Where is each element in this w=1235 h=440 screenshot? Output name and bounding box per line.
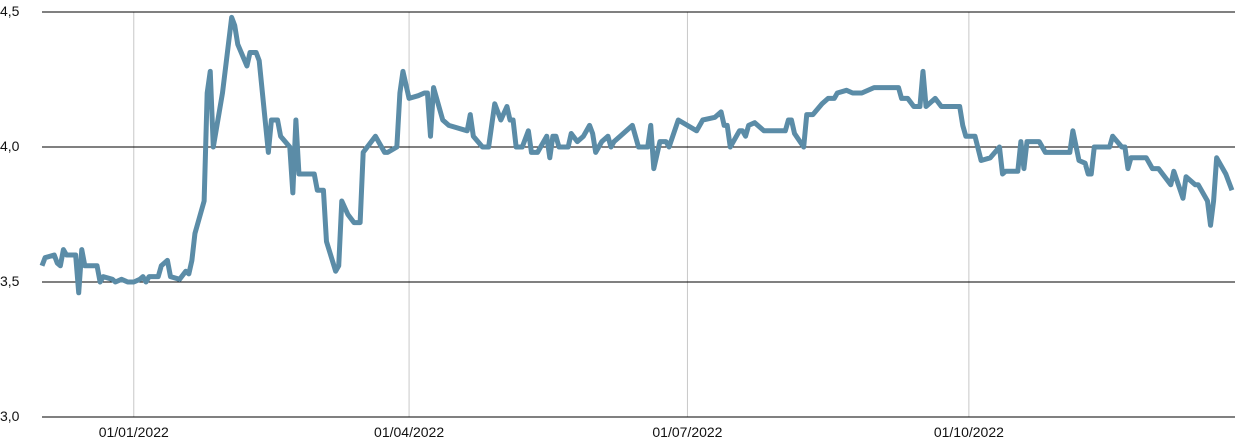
- data-line: [39, 14, 1235, 296]
- x-tick-label: 01/04/2022: [374, 424, 444, 440]
- x-tick-label: 01/07/2022: [652, 424, 722, 440]
- y-tick-label: 4,0: [0, 138, 20, 154]
- y-tick-label: 4,5: [0, 3, 20, 19]
- x-tick-label: 01/10/2022: [934, 424, 1004, 440]
- x-tick-label: 01/01/2022: [99, 424, 169, 440]
- y-tick-label: 3,0: [0, 408, 20, 424]
- y-tick-label: 3,5: [0, 273, 20, 289]
